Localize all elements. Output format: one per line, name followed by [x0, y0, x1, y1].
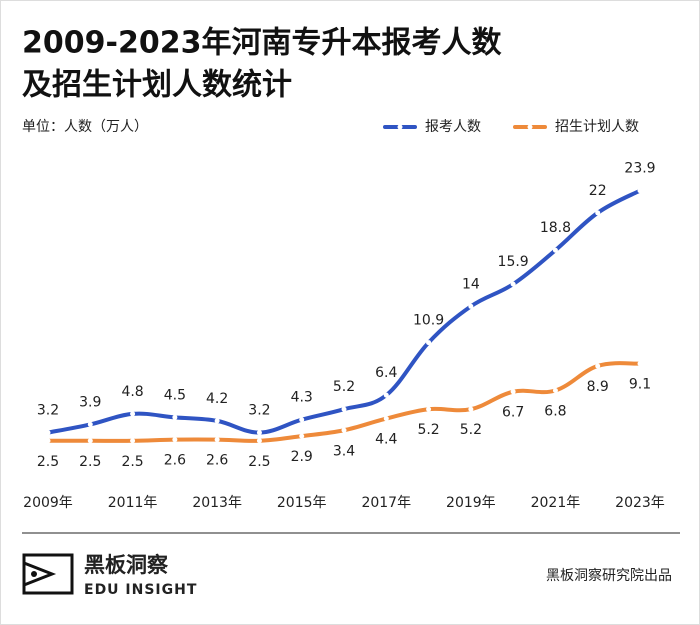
point — [130, 411, 136, 417]
value-label: 5.2 — [333, 379, 355, 395]
x-tick-label: 2023年 — [615, 495, 665, 511]
value-label: 3.4 — [333, 443, 355, 459]
chart-title: 2009-2023年河南专升本报考人数 — [22, 26, 502, 61]
value-label: 22 — [589, 183, 607, 199]
brand: 黑板洞察 — [84, 553, 169, 577]
value-label: 4.8 — [121, 384, 143, 400]
point — [637, 361, 643, 367]
point — [45, 438, 51, 444]
point — [341, 427, 347, 433]
value-label: 2.9 — [291, 449, 313, 465]
point — [87, 421, 93, 427]
value-label: 2.5 — [248, 454, 270, 470]
value-label: 14 — [462, 276, 480, 292]
point — [552, 388, 558, 394]
chart-title: 及招生计划人数统计 — [22, 68, 292, 103]
value-label: 6.7 — [502, 405, 524, 421]
value-label: 8.9 — [587, 379, 609, 395]
point — [214, 418, 220, 424]
value-label: 4.3 — [291, 390, 313, 406]
brand-en: EDU INSIGHT — [84, 582, 197, 598]
legend-dot — [397, 124, 403, 130]
value-label: 5.2 — [417, 422, 439, 438]
value-label: 2.5 — [121, 454, 143, 470]
value-label: 2.5 — [37, 454, 59, 470]
point — [256, 430, 262, 436]
value-label: 6.4 — [375, 365, 397, 381]
subtitle: 单位：人数（万人） — [22, 119, 148, 135]
point — [299, 417, 305, 423]
point — [341, 406, 347, 412]
legend-label: 报考人数 — [425, 119, 481, 135]
point — [595, 363, 601, 369]
value-label: 18.8 — [540, 220, 571, 236]
legend-label: 招生计划人数 — [555, 119, 639, 135]
value-label: 2.6 — [164, 453, 186, 469]
point — [383, 392, 389, 398]
value-label: 3.9 — [79, 394, 101, 410]
x-tick-label: 2015年 — [277, 495, 327, 511]
point — [87, 438, 93, 444]
point — [45, 430, 51, 436]
point — [510, 389, 516, 395]
point — [172, 437, 178, 443]
x-tick-label: 2017年 — [361, 495, 411, 511]
value-label: 3.2 — [248, 403, 270, 419]
value-label: 6.8 — [544, 404, 566, 420]
value-label: 5.2 — [460, 422, 482, 438]
value-label: 10.9 — [413, 313, 444, 329]
x-tick-label: 2019年 — [446, 495, 496, 511]
value-label: 4.2 — [206, 391, 228, 407]
point — [426, 340, 432, 346]
value-label: 4.5 — [164, 387, 186, 403]
value-label: 3.2 — [37, 403, 59, 419]
value-label: 4.4 — [375, 432, 397, 448]
logo — [22, 553, 74, 595]
source: 黑板洞察研究院出品 — [546, 567, 672, 584]
value-label: 15.9 — [498, 254, 529, 270]
x-tick-label: 2013年 — [192, 495, 242, 511]
point — [172, 414, 178, 420]
point — [468, 303, 474, 309]
point — [595, 210, 601, 216]
point — [256, 438, 262, 444]
point — [214, 437, 220, 443]
point — [130, 438, 136, 444]
value-label: 9.1 — [629, 377, 651, 393]
point — [426, 406, 432, 412]
value-label: 2.6 — [206, 453, 228, 469]
legend-dot — [527, 124, 533, 130]
x-tick-label: 2011年 — [108, 495, 158, 511]
point — [468, 406, 474, 412]
point — [383, 416, 389, 422]
x-tick-label: 2009年 — [23, 495, 73, 511]
value-label: 2.5 — [79, 454, 101, 470]
point — [637, 188, 643, 194]
value-label: 23.9 — [624, 161, 655, 177]
point — [552, 247, 558, 253]
point — [510, 281, 516, 287]
x-tick-label: 2021年 — [531, 495, 581, 511]
point — [299, 433, 305, 439]
